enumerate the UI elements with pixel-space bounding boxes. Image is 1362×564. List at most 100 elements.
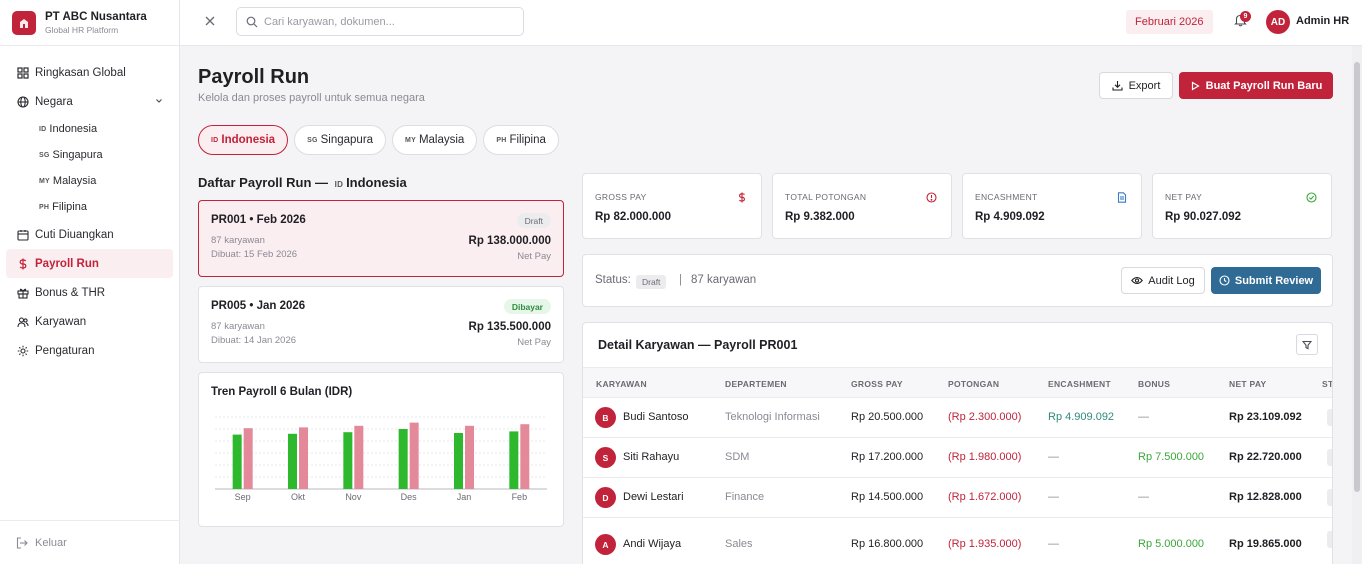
chart-bar: [454, 433, 463, 489]
bonus: Rp 7.500.000: [1138, 451, 1205, 463]
column-header[interactable]: GROSS PAY: [851, 379, 903, 389]
encashment: Rp 4.909.092: [1048, 411, 1115, 423]
sidebar-item-bonus-thr[interactable]: Bonus & THR: [6, 278, 173, 307]
stat-value: Rp 90.027.092: [1165, 211, 1242, 223]
run-card-pr001[interactable]: PR001 • Feb 2026 Draft 87 karyawan Dibua…: [198, 200, 564, 277]
gear-icon: [16, 344, 29, 357]
sidebar-subitem-indonesia[interactable]: ID Indonesia: [0, 116, 179, 142]
sidebar-subitem-filipina[interactable]: PH Filipina: [0, 194, 179, 220]
close-icon[interactable]: [204, 14, 216, 32]
stat-label: NET PAY: [1165, 192, 1203, 202]
sidebar-item-label: Karyawan: [35, 315, 87, 328]
run-list-country: Indonesia: [346, 175, 407, 190]
page-scrollbar[interactable]: [1352, 46, 1362, 564]
sidebar-item-label: Negara: [35, 95, 73, 108]
audit-log-button[interactable]: Audit Log: [1121, 267, 1205, 294]
table-row[interactable]: A Andi Wijaya Sales Rp 16.800.000 (Rp 1.…: [583, 518, 1332, 564]
sidebar-subitem-malaysia[interactable]: MY Malaysia: [0, 168, 179, 194]
export-label: Export: [1128, 79, 1161, 92]
sidebar-subitem-label: Singapura: [52, 149, 103, 161]
play-icon: [1190, 80, 1200, 91]
country-code: SG: [39, 151, 50, 159]
table-header: KARYAWAN DEPARTEMEN GROSS PAY POTONGAN E…: [583, 367, 1333, 398]
run-employee-count: 87 karyawan: [211, 235, 265, 246]
column-header[interactable]: BONUS: [1138, 379, 1171, 389]
chart-bar: [509, 431, 519, 489]
encashment: —: [1048, 491, 1059, 503]
deduction: (Rp 1.672.000): [948, 491, 1022, 503]
chart-x-tick-label: Okt: [291, 492, 306, 502]
column-header[interactable]: NET PAY: [1229, 379, 1267, 389]
run-amount-label: Net Pay: [517, 337, 551, 348]
document-icon: [1117, 190, 1127, 208]
sidebar-item-karyawan[interactable]: Karyawan: [6, 307, 173, 336]
tab-indonesia[interactable]: ID Indonesia: [198, 125, 289, 155]
sidebar-subitem-singapura[interactable]: SG Singapura: [0, 142, 179, 168]
detail-title: Detail Karyawan — Payroll PR001: [598, 338, 798, 352]
sidebar-subitem-label: Malaysia: [52, 175, 97, 187]
chart-x-tick-label: Jan: [457, 492, 472, 502]
column-header[interactable]: ENCASHMENT: [1048, 379, 1111, 389]
employee-avatar: S: [595, 447, 616, 468]
tab-label: Malaysia: [418, 134, 465, 146]
status-employee-count: 87 karyawan: [691, 274, 757, 286]
stat-gross-pay: GROSS PAY Rp 82.000.000: [582, 173, 762, 239]
brand-subtitle: Global HR Platform: [45, 24, 119, 35]
scrollbar-thumb[interactable]: [1354, 62, 1360, 492]
stat-total-potongan: TOTAL POTONGAN Rp 9.382.000: [772, 173, 952, 239]
trend-title: Tren Payroll 6 Bulan (IDR): [211, 386, 353, 398]
employee-avatar: D: [595, 487, 616, 508]
country-tabs: ID Indonesia SG Singapura MY Malaysia PH Fil…: [198, 125, 559, 155]
country-code: PH: [39, 203, 50, 211]
row-status-badge: [1327, 409, 1332, 426]
sidebar-item-negara[interactable]: Negara: [6, 87, 173, 116]
tab-filipina[interactable]: PH Filipina: [483, 125, 559, 155]
status-label: Status:: [595, 274, 631, 286]
stat-label: TOTAL POTONGAN: [785, 192, 867, 202]
submit-review-button[interactable]: Submit Review: [1211, 267, 1321, 294]
logout-icon: [16, 536, 28, 549]
table-row[interactable]: B Budi Santoso Teknologi Informasi Rp 20…: [583, 398, 1332, 438]
sidebar-item-cuti-diuangkan[interactable]: Cuti Diuangkan: [6, 220, 173, 249]
status-bar: Status: Draft | 87 karyawan Audit Log Su…: [582, 254, 1333, 307]
chart-bar: [409, 422, 419, 489]
chart-bar: [465, 425, 474, 489]
run-card-pr005[interactable]: PR005 • Jan 2026 Dibayar 87 karyawan Dib…: [198, 286, 564, 363]
column-header[interactable]: POTONGAN: [948, 379, 1000, 389]
tab-singapura[interactable]: SG Singapura: [294, 125, 387, 155]
table-row[interactable]: S Siti Rahayu SDM Rp 17.200.000 (Rp 1.98…: [583, 438, 1332, 478]
run-amount: Rp 138.000.000: [468, 235, 551, 247]
sidebar-item-ringkasan-global[interactable]: Ringkasan Global: [6, 58, 173, 87]
sidebar: PT ABC Nusantara Global HR Platform Ring…: [0, 0, 180, 564]
table-row[interactable]: D Dewi Lestari Finance Rp 14.500.000 (Rp…: [583, 478, 1332, 518]
search-input[interactable]: [264, 15, 504, 28]
run-id: PR005 • Jan 2026: [211, 300, 306, 312]
deduction: (Rp 1.980.000): [948, 451, 1022, 463]
filter-button[interactable]: [1296, 334, 1318, 355]
row-status-badge: [1327, 449, 1332, 466]
status-badge: Draft: [636, 275, 667, 289]
country-code: MY: [405, 136, 416, 144]
column-header[interactable]: DEPARTEMEN: [725, 379, 787, 389]
user-name[interactable]: Admin HR: [1296, 15, 1350, 27]
employee-avatar: A: [595, 534, 616, 555]
new-payroll-run-button[interactable]: Buat Payroll Run Baru: [1179, 72, 1333, 99]
logout-button[interactable]: Keluar: [0, 520, 180, 564]
run-employee-count: 87 karyawan: [211, 321, 265, 332]
column-header[interactable]: KARYAWAN: [596, 379, 647, 389]
export-button[interactable]: Export: [1099, 72, 1173, 99]
column-header[interactable]: ST: [1322, 379, 1333, 389]
avatar[interactable]: AD: [1266, 10, 1290, 34]
sidebar-item-payroll-run[interactable]: Payroll Run: [6, 249, 173, 278]
chart-bar: [343, 432, 353, 489]
stat-value: Rp 9.382.000: [785, 211, 855, 223]
period-selector[interactable]: Februari 2026: [1126, 10, 1213, 34]
chart-bar: [398, 429, 408, 489]
sidebar-item-pengaturan[interactable]: Pengaturan: [6, 336, 173, 365]
sidebar-item-label: Pengaturan: [35, 344, 95, 357]
chevron-down-icon: [155, 96, 163, 108]
page-subtitle: Kelola dan proses payroll untuk semua ne…: [198, 92, 425, 104]
grid-icon: [16, 66, 29, 79]
chart-x-tick-label: Nov: [345, 492, 362, 502]
tab-malaysia[interactable]: MY Malaysia: [392, 125, 478, 155]
